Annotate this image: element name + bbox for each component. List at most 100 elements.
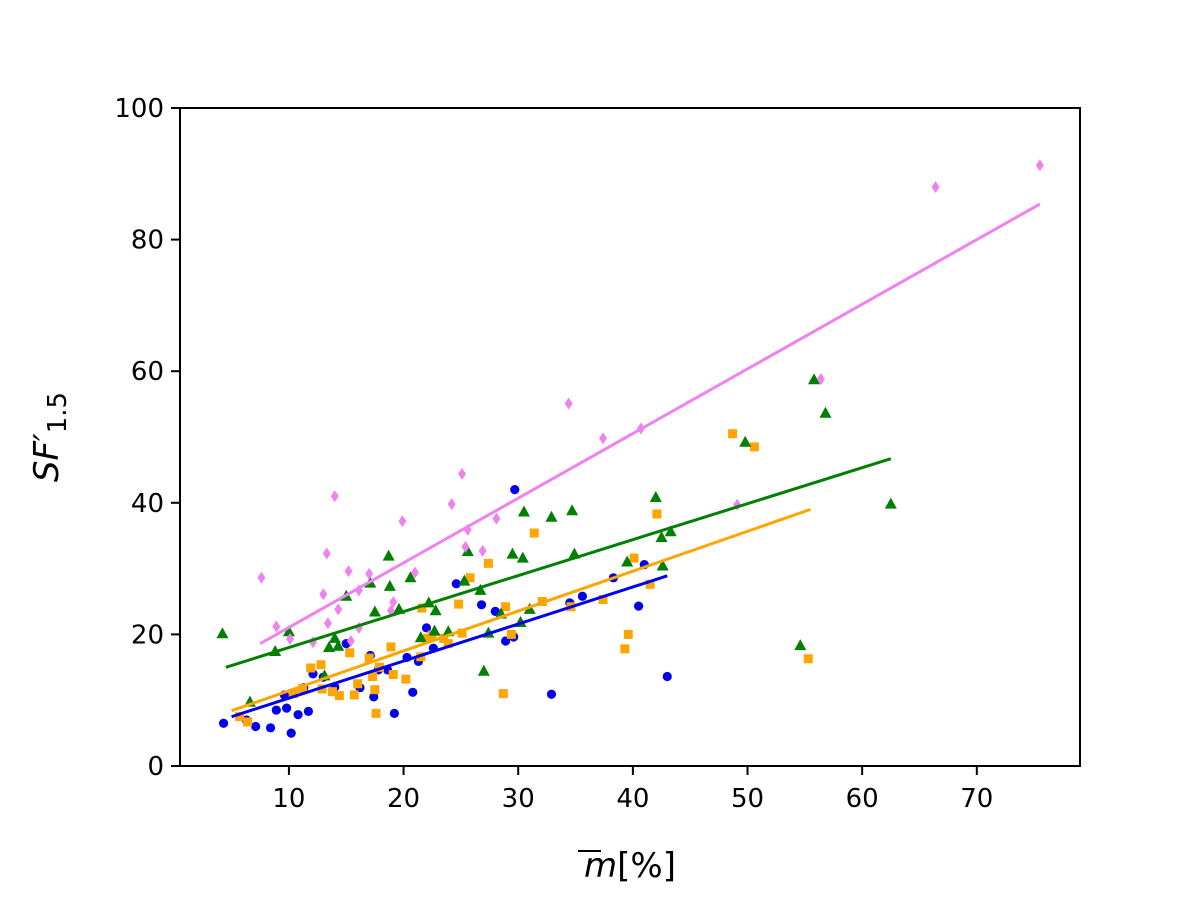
data-point-diamond (461, 540, 470, 553)
data-point-triangle (794, 639, 807, 651)
data-point-diamond (599, 432, 608, 445)
green-fit-line (225, 457, 892, 669)
y-tick-label: 20 (131, 620, 164, 650)
data-point-square (345, 648, 355, 658)
data-point-circle (510, 485, 520, 495)
data-point-circle (251, 721, 261, 732)
data-point-circle (389, 708, 399, 718)
data-point-square (386, 642, 396, 652)
data-point-triangle (414, 631, 427, 643)
data-point-triangle (655, 531, 668, 543)
data-point-square (598, 595, 608, 605)
data-point-square (465, 573, 475, 583)
x-axis-ticks: 10 20 30 40 50 60 70 (272, 766, 993, 814)
data-point-square (306, 663, 316, 673)
x-axis-label-unit: [%] (617, 846, 676, 886)
data-point-triangle (368, 605, 381, 617)
data-point-square (235, 712, 245, 722)
y-axis-label-sub: 1.5 (43, 392, 73, 433)
data-point-diamond (478, 544, 487, 557)
data-point-square (316, 660, 326, 670)
data-point-square (501, 602, 511, 612)
data-point-triangle (332, 639, 345, 651)
x-tick-label: 20 (387, 784, 420, 814)
blue-fit-line (231, 574, 668, 719)
x-tick-label: 60 (846, 784, 879, 814)
data-point-square (289, 689, 299, 699)
data-point-circle (265, 723, 276, 733)
series-square (235, 429, 813, 727)
data-point-square (327, 687, 337, 697)
data-point-diamond (458, 467, 467, 480)
data-point-circle (271, 705, 281, 715)
data-point-circle (408, 687, 418, 697)
y-axis-label: SF′1.5 (27, 392, 73, 482)
data-point-diamond (344, 565, 353, 578)
data-point-diamond (447, 498, 456, 511)
data-point-triangle (884, 497, 897, 509)
data-point-square (728, 429, 738, 439)
data-point-triangle (461, 544, 474, 556)
data-point-square (370, 685, 380, 695)
data-point-circle (490, 606, 500, 616)
data-point-square (454, 599, 464, 609)
data-point-diamond (411, 566, 420, 579)
data-point-square (623, 629, 633, 639)
data-point-square (645, 579, 655, 589)
data-point-triangle (621, 555, 634, 567)
data-point-circle (369, 692, 379, 702)
data-point-circle (577, 591, 588, 601)
data-point-square (364, 653, 374, 663)
y-tick-label: 60 (131, 357, 164, 387)
data-point-circle (293, 710, 303, 720)
data-point-square (652, 509, 662, 519)
data-point-square (443, 639, 453, 649)
data-point-square (298, 683, 308, 693)
data-point-triangle (383, 579, 396, 591)
data-point-triangle (664, 525, 677, 537)
data-point-square (417, 603, 427, 613)
data-point-square (334, 691, 344, 701)
data-point-triangle (545, 510, 558, 522)
x-tick-label: 70 (960, 784, 993, 814)
data-point-diamond (1035, 159, 1044, 172)
x-tick-label: 40 (616, 784, 649, 814)
data-point-circle (662, 671, 672, 682)
data-point-square (317, 684, 327, 694)
y-tick-label: 80 (131, 226, 164, 256)
data-point-diamond (564, 397, 573, 410)
plot-content (216, 159, 1044, 738)
data-point-square (388, 670, 398, 680)
data-point-diamond (323, 617, 332, 630)
y-tick-label: 100 (114, 94, 164, 124)
data-point-square (243, 717, 253, 727)
data-point-circle (633, 601, 644, 611)
data-point-square (803, 654, 813, 664)
data-point-triangle (282, 625, 295, 637)
data-point-diamond (816, 373, 825, 386)
data-point-triangle (382, 549, 395, 561)
data-point-circle (303, 706, 314, 716)
plot-frame (179, 107, 1081, 767)
x-tick-label: 30 (502, 784, 535, 814)
data-point-square (423, 633, 433, 643)
data-point-triangle (216, 627, 229, 639)
data-point-circle (421, 623, 432, 633)
data-point-square (498, 689, 508, 699)
data-point-diamond (365, 567, 374, 580)
data-point-triangle (649, 491, 662, 503)
data-point-square (353, 679, 363, 689)
x-tick-label: 50 (731, 784, 764, 814)
data-point-triangle (739, 435, 752, 447)
data-point-square (506, 629, 516, 639)
y-axis-ticks: 0 20 40 60 80 100 (114, 94, 180, 782)
data-point-square (529, 528, 539, 538)
data-point-triangle (328, 631, 341, 643)
data-point-triangle (458, 574, 471, 586)
data-point-diamond (257, 571, 266, 584)
data-point-diamond (346, 634, 355, 647)
data-point-diamond (319, 588, 328, 601)
data-point-triangle (516, 551, 529, 563)
data-point-diamond (398, 515, 407, 528)
